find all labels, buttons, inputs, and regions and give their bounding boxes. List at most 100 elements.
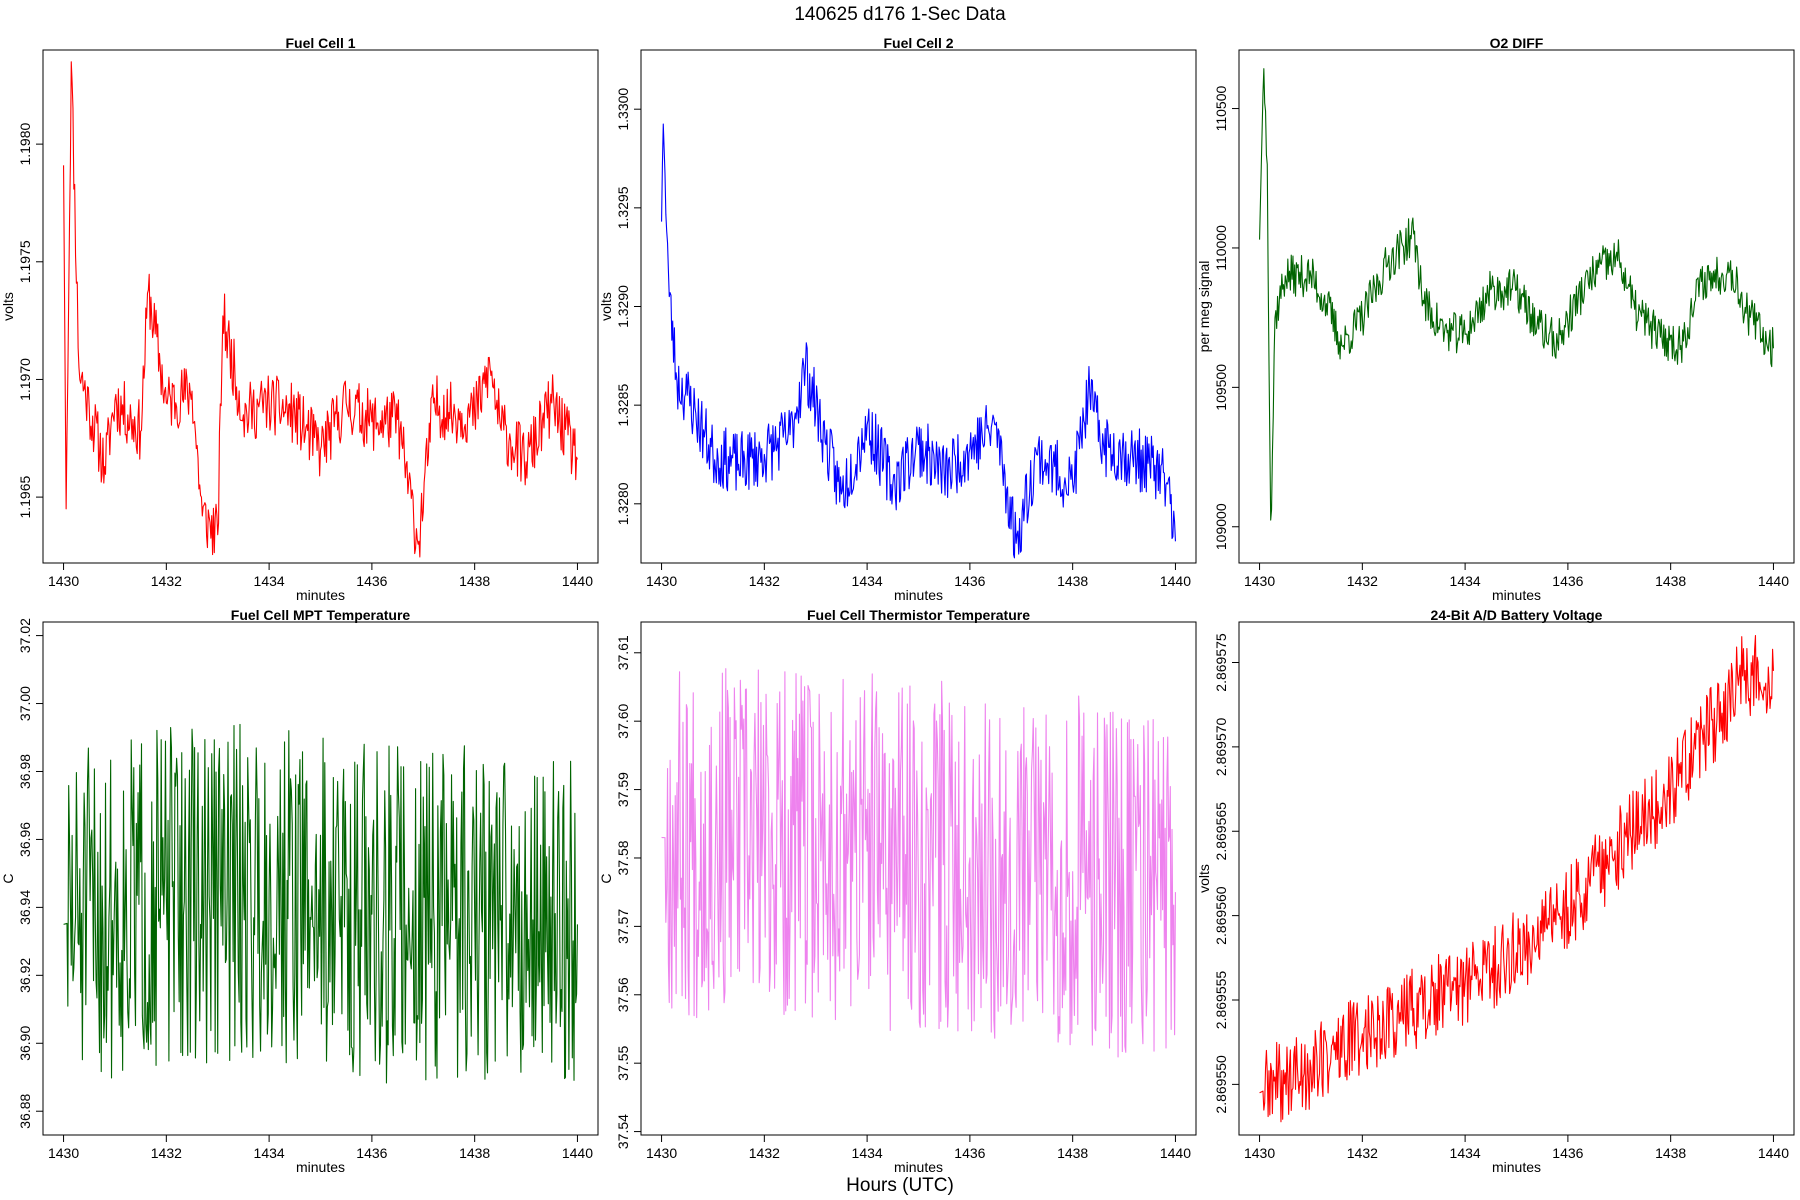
plot-frame [640, 621, 1197, 1136]
y-tick-label: 1.3290 [615, 285, 631, 328]
panel-title: Fuel Cell 1 [285, 35, 355, 51]
plot-frame [640, 49, 1197, 564]
series-line [1259, 634, 1774, 1123]
x-tick-label: 1438 [459, 573, 490, 589]
panel-6: 24-Bit A/D Battery Voltage 1430 1432 1434 14… [1196, 607, 1795, 1175]
x-tick-label: 1434 [1450, 1145, 1481, 1161]
x-tick-label: 1440 [1160, 1145, 1191, 1161]
x-tick-label: 1440 [1758, 1145, 1789, 1161]
y-tick-label: 2.869550 [1213, 1055, 1229, 1114]
x-tick-label: 1436 [954, 573, 985, 589]
x-tick-label: 1438 [459, 1145, 490, 1161]
x-tick-label: 1440 [1160, 573, 1191, 589]
y-tick-label: 37.59 [615, 772, 631, 807]
y-axis-label: C [0, 873, 16, 883]
series-line [661, 123, 1176, 559]
series-line [661, 668, 1176, 1058]
x-tick-label: 1438 [1655, 1145, 1686, 1161]
panels: Fuel Cell 1 1430 1432 1434 1436 1438 1440 minut… [0, 35, 1795, 1175]
x-tick-label: 1432 [749, 1145, 780, 1161]
x-axis-label: minutes [296, 1159, 345, 1175]
y-axis-label: per meg signal [1196, 261, 1212, 353]
series-line [63, 723, 578, 1084]
y-axis-label: C [598, 873, 614, 883]
x-axis-label: minutes [894, 1159, 943, 1175]
x-tick-label: 1434 [852, 573, 883, 589]
y-tick-label: 37.58 [615, 840, 631, 875]
panel-title: O2 DIFF [1490, 35, 1544, 51]
y-tick-label: 36.96 [17, 822, 33, 857]
x-tick-label: 1438 [1057, 573, 1088, 589]
y-tick-label: 2.869575 [1213, 633, 1229, 692]
y-tick-label: 37.02 [17, 618, 33, 653]
x-tick-label: 1430 [48, 1145, 79, 1161]
x-tick-label: 1434 [852, 1145, 883, 1161]
x-tick-label: 1430 [646, 1145, 677, 1161]
y-tick-label: 37.55 [615, 1045, 631, 1080]
x-tick-label: 1430 [1244, 1145, 1275, 1161]
x-axis-label: minutes [296, 587, 345, 603]
y-tick-label: 2.869565 [1213, 802, 1229, 861]
x-tick-label: 1436 [356, 1145, 387, 1161]
x-tick-label: 1440 [1758, 573, 1789, 589]
x-tick-label: 1440 [562, 1145, 593, 1161]
x-tick-label: 1432 [749, 573, 780, 589]
series-line [1259, 68, 1774, 521]
plot-frame [1238, 621, 1795, 1136]
y-tick-label: 36.94 [17, 890, 33, 925]
y-axis-label: volts [598, 292, 614, 321]
x-tick-label: 1432 [1347, 573, 1378, 589]
panel-4: Fuel Cell MPT Temperature 1430 1432 1434 143… [0, 607, 599, 1175]
y-tick-label: 2.869555 [1213, 971, 1229, 1030]
panel-title: Fuel Cell Thermistor Temperature [807, 607, 1030, 623]
y-tick-label: 1.1965 [17, 475, 33, 518]
y-tick-label: 110000 [1213, 225, 1229, 271]
x-axis-label: minutes [894, 587, 943, 603]
y-tick-label: 1.1975 [17, 240, 33, 283]
x-tick-label: 1436 [1552, 573, 1583, 589]
plot-frame [42, 621, 599, 1136]
x-axis-label: minutes [1492, 1159, 1541, 1175]
plot-frame [1238, 49, 1795, 564]
y-tick-label: 37.57 [615, 909, 631, 944]
x-tick-label: 1434 [254, 573, 285, 589]
x-axis-label: minutes [1492, 587, 1541, 603]
y-tick-label: 1.1980 [17, 123, 33, 166]
x-tick-label: 1434 [254, 1145, 285, 1161]
x-tick-label: 1432 [151, 573, 182, 589]
x-tick-label: 1436 [954, 1145, 985, 1161]
x-tick-label: 1432 [151, 1145, 182, 1161]
y-tick-label: 36.92 [17, 958, 33, 993]
y-axis-label: volts [1196, 864, 1212, 893]
y-tick-label: 37.61 [615, 635, 631, 670]
panel-5: Fuel Cell Thermistor Temperature 1430 1432… [598, 607, 1197, 1175]
y-tick-label: 110500 [1213, 86, 1229, 132]
panel-1: Fuel Cell 1 1430 1432 1434 1436 1438 1440 minut… [0, 35, 599, 603]
y-tick-label: 1.3285 [615, 384, 631, 427]
x-tick-label: 1430 [646, 573, 677, 589]
y-tick-label: 36.98 [17, 754, 33, 789]
x-tick-label: 1432 [1347, 1145, 1378, 1161]
series-line [63, 61, 578, 558]
y-tick-label: 37.54 [615, 1114, 631, 1149]
x-tick-label: 1436 [356, 573, 387, 589]
y-tick-label: 2.869570 [1213, 717, 1229, 776]
y-tick-label: 1.3300 [615, 88, 631, 131]
panel-title: Fuel Cell 2 [883, 35, 953, 51]
y-tick-label: 1.1970 [17, 358, 33, 401]
x-tick-label: 1434 [1450, 573, 1481, 589]
outer-x-label: Hours (UTC) [846, 1175, 954, 1196]
y-tick-label: 37.00 [17, 686, 33, 721]
panel-title: Fuel Cell MPT Temperature [231, 607, 411, 623]
y-tick-label: 1.3295 [615, 186, 631, 229]
y-tick-label: 2.869560 [1213, 886, 1229, 945]
y-tick-label: 109000 [1213, 503, 1229, 550]
plot-frame [42, 49, 599, 564]
y-tick-label: 36.88 [17, 1093, 33, 1128]
y-tick-label: 36.90 [17, 1026, 33, 1061]
y-tick-label: 1.3280 [615, 482, 631, 525]
y-axis-label: volts [0, 292, 16, 321]
x-tick-label: 1440 [562, 573, 593, 589]
panel-3: O2 DIFF 1430 1432 1434 1436 1438 1440 minutes 10… [1196, 35, 1795, 603]
